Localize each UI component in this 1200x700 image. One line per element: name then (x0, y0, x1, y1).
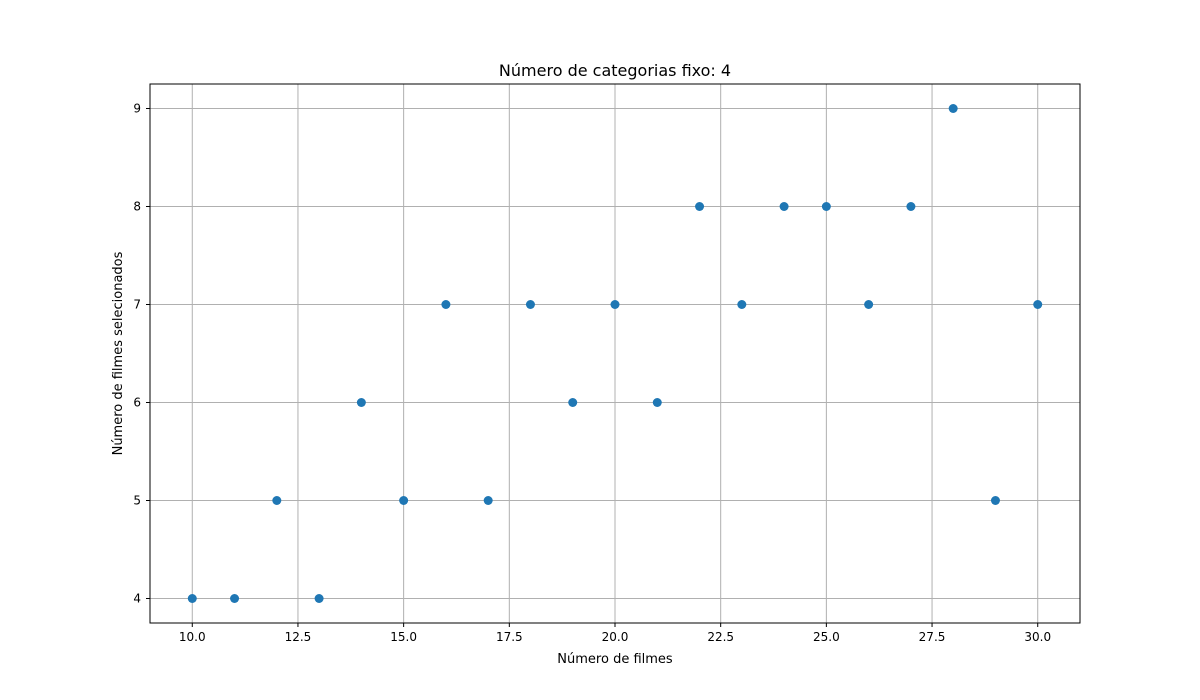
y-axis-label: Número de filmes selecionados (111, 251, 126, 455)
data-point (483, 496, 493, 505)
data-point (272, 496, 282, 505)
x-axis-label: Número de filmes (557, 652, 673, 667)
x-tick-label: 25.0 (813, 630, 840, 644)
axis-ticks: 10.0 12.5 15.0 17.5 20.0 22.5 25.0 27.5 30.0 4 5 6 7… (133, 102, 1051, 645)
data-point (821, 202, 831, 211)
data-point (610, 300, 620, 309)
y-tick-label: 6 (133, 396, 141, 410)
x-tick-label: 22.5 (707, 630, 734, 644)
data-point (737, 300, 747, 309)
data-point (525, 300, 535, 309)
data-point (695, 202, 705, 211)
data-points (187, 104, 1043, 603)
chart-title: Número de categorias fixo: 4 (499, 61, 731, 80)
x-tick-label: 27.5 (919, 630, 946, 644)
y-tick-label: 9 (133, 102, 141, 116)
data-point (399, 496, 409, 505)
y-tick-label: 7 (133, 298, 141, 312)
y-tick-label: 5 (133, 494, 141, 508)
x-tick-label: 17.5 (496, 630, 523, 644)
data-point (864, 300, 874, 309)
data-point (779, 202, 789, 211)
data-point (356, 398, 366, 407)
data-point (652, 398, 662, 407)
data-point (441, 300, 451, 309)
data-point (187, 594, 197, 603)
data-point (990, 496, 1000, 505)
y-tick-label: 4 (133, 592, 141, 606)
x-tick-label: 30.0 (1024, 630, 1051, 644)
data-point (230, 594, 240, 603)
x-tick-label: 20.0 (602, 630, 629, 644)
data-point (314, 594, 324, 603)
x-tick-label: 12.5 (285, 630, 312, 644)
x-tick-label: 10.0 (179, 630, 206, 644)
data-point (1033, 300, 1043, 309)
x-tick-label: 15.0 (390, 630, 417, 644)
y-tick-label: 8 (133, 200, 141, 214)
data-point (948, 104, 958, 113)
data-point (906, 202, 916, 211)
data-point (568, 398, 578, 407)
